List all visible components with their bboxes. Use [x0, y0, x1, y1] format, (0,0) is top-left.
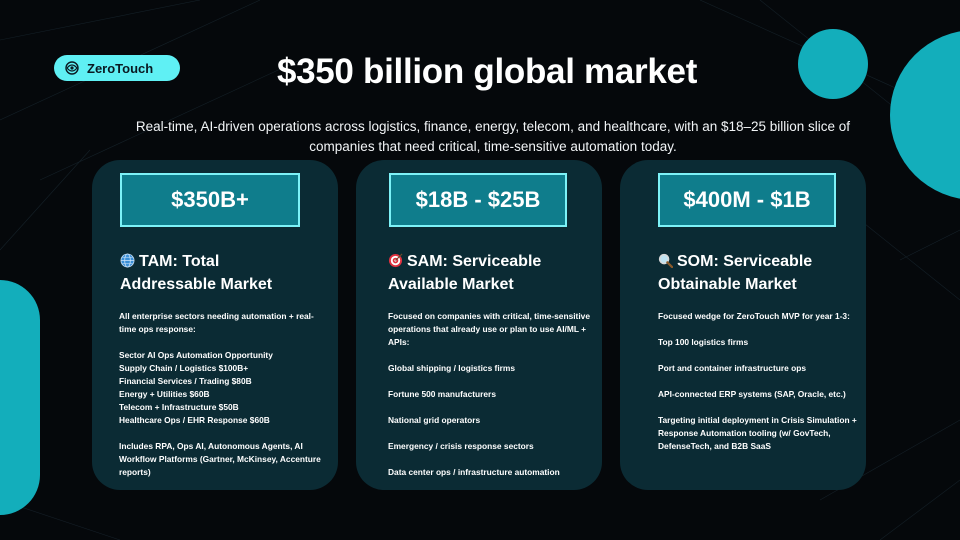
- sam-list-item: Global shipping / logistics firms: [388, 363, 516, 373]
- tam-sector-row: Telecom + Infrastructure $50B: [119, 402, 239, 412]
- decorative-circle-small: [798, 29, 868, 99]
- som-heading-line2: Obtainable Market: [658, 276, 797, 293]
- sam-value: $18B - $25B: [389, 173, 567, 227]
- som-heading: SOM: Serviceable Obtainable Market: [658, 250, 873, 296]
- som-heading-line1: SOM: Serviceable: [677, 253, 813, 270]
- tam-card: $350B+ TAM: Total Addressable Market All…: [92, 160, 338, 490]
- sam-body: Focused on companies with critical, time…: [388, 310, 594, 479]
- som-body: Focused wedge for ZeroTouch MVP for year…: [658, 310, 870, 453]
- tam-footer-note: Includes RPA, Ops AI, Autonomous Agents,…: [119, 441, 321, 477]
- decorative-left-bar: [0, 280, 40, 515]
- tam-sector-row: Financial Services / Trading $80B: [119, 376, 252, 386]
- som-card: $400M - $1B SOM: Serviceable Obtainable …: [620, 160, 866, 490]
- sam-card: $18B - $25B SAM: Serviceable Available M…: [356, 160, 602, 490]
- som-list-item: API-connected ERP systems (SAP, Oracle, …: [658, 389, 846, 399]
- tam-sector-row: Supply Chain / Logistics $100B+: [119, 363, 249, 373]
- globe-icon: [120, 253, 135, 268]
- tam-sector-header: Sector AI Ops Automation Opportunity: [119, 350, 273, 360]
- sam-list-item: National grid operators: [388, 415, 481, 425]
- tam-heading-line2: Addressable Market: [120, 276, 273, 293]
- tam-intro: All enterprise sectors needing automatio…: [119, 311, 314, 334]
- page-subtitle: Real-time, AI-driven operations across l…: [135, 119, 851, 154]
- tam-body: All enterprise sectors needing automatio…: [119, 310, 329, 479]
- sam-list-item: Data center ops / infrastructure automat…: [388, 467, 560, 477]
- tam-value: $350B+: [120, 173, 300, 227]
- sam-heading: SAM: Serviceable Available Market: [388, 250, 603, 296]
- brand-name: ZeroTouch: [87, 60, 154, 76]
- brand-logo[interactable]: ZeroTouch: [54, 55, 180, 81]
- sam-intro: Focused on companies with critical, time…: [388, 311, 590, 347]
- som-intro: Focused wedge for ZeroTouch MVP for year…: [658, 311, 850, 321]
- tam-heading-line1: TAM: Total: [139, 253, 220, 270]
- sam-list-item: Emergency / crisis response sectors: [388, 441, 534, 451]
- som-list-item: Targeting initial deployment in Crisis S…: [658, 415, 857, 451]
- tam-sector-row: Energy + Utilities $60B: [119, 389, 210, 399]
- magnifier-icon: [658, 253, 673, 268]
- sam-list-item: Fortune 500 manufacturers: [388, 389, 496, 399]
- sam-heading-line2: Available Market: [388, 276, 514, 293]
- zerotouch-logo-icon: [65, 61, 79, 75]
- tam-heading: TAM: Total Addressable Market: [120, 250, 335, 296]
- target-icon: [388, 253, 403, 268]
- tam-sector-row: Healthcare Ops / EHR Response $60B: [119, 415, 270, 425]
- page-title: $350 billion global market: [276, 52, 698, 91]
- som-list-item: Top 100 logistics firms: [658, 337, 749, 347]
- sam-heading-line1: SAM: Serviceable: [407, 253, 542, 270]
- som-value: $400M - $1B: [658, 173, 836, 227]
- som-list-item: Port and container infrastructure ops: [658, 363, 806, 373]
